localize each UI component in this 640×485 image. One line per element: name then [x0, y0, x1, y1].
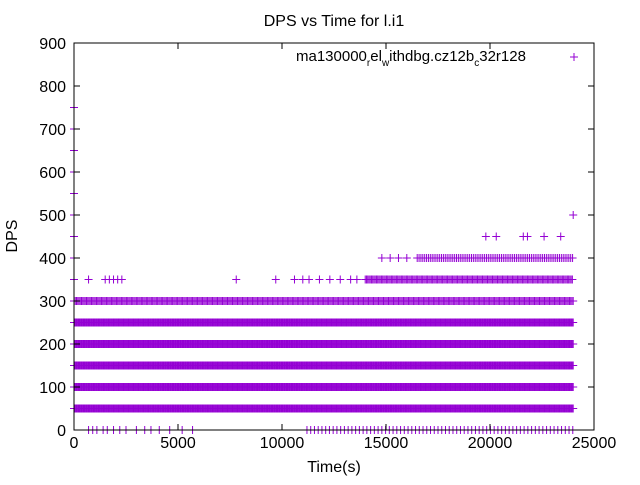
data-point [315, 275, 324, 284]
y-tick-label: 500 [39, 208, 66, 225]
x-tick-label: 15000 [364, 435, 409, 452]
data-point [352, 275, 361, 284]
data-point [84, 275, 93, 284]
y-tick-label: 100 [39, 380, 66, 397]
legend-label: ma130000relwithdbg.cz12bc32r128 [296, 48, 526, 69]
data-point [569, 211, 578, 219]
data-point [492, 232, 501, 241]
data-point [325, 275, 334, 284]
x-tick-label: 5000 [160, 435, 196, 452]
data-point [271, 275, 280, 284]
x-tick-label: 0 [70, 435, 79, 452]
y-tick-label: 600 [39, 165, 66, 182]
axes: 0 5000 10000 15000 20000 25000 0 100 200 300 400 50… [39, 36, 616, 452]
data-point [568, 275, 577, 284]
legend-marker [570, 53, 578, 61]
data-point [336, 275, 345, 284]
data-point [523, 232, 532, 241]
data-point [569, 297, 578, 305]
x-tick-label: 25000 [572, 435, 617, 452]
data-point [569, 318, 578, 327]
data-point [568, 254, 577, 262]
data-point [386, 254, 395, 262]
data-point [556, 232, 565, 241]
data-point [394, 254, 403, 262]
y-tick-label: 200 [39, 337, 66, 354]
chart-title: DPS vs Time for l.i1 [264, 13, 405, 30]
data-point [117, 275, 126, 284]
data-points [70, 103, 578, 434]
y-tick-label: 800 [39, 79, 66, 96]
y-tick-label: 0 [57, 423, 66, 440]
plot-border [73, 42, 595, 431]
y-tick-label: 400 [39, 251, 66, 268]
x-tick-label: 10000 [260, 435, 305, 452]
y-tick-label: 900 [39, 36, 66, 53]
x-tick-label: 20000 [468, 435, 513, 452]
data-point [481, 232, 490, 241]
data-point [377, 254, 386, 262]
data-point [569, 340, 578, 348]
y-axis-label: DPS [4, 220, 21, 253]
x-axis-label: Time(s) [307, 459, 361, 476]
data-point [290, 275, 299, 284]
y-tick-label: 700 [39, 122, 66, 139]
data-point [305, 275, 314, 284]
data-point [569, 361, 578, 370]
legend: ma130000relwithdbg.cz12bc32r128 [296, 48, 578, 69]
y-tick-label: 300 [39, 294, 66, 311]
data-point [540, 232, 549, 241]
data-point [402, 254, 411, 262]
data-point [232, 275, 241, 284]
data-point [569, 383, 578, 391]
data-point [569, 404, 578, 413]
